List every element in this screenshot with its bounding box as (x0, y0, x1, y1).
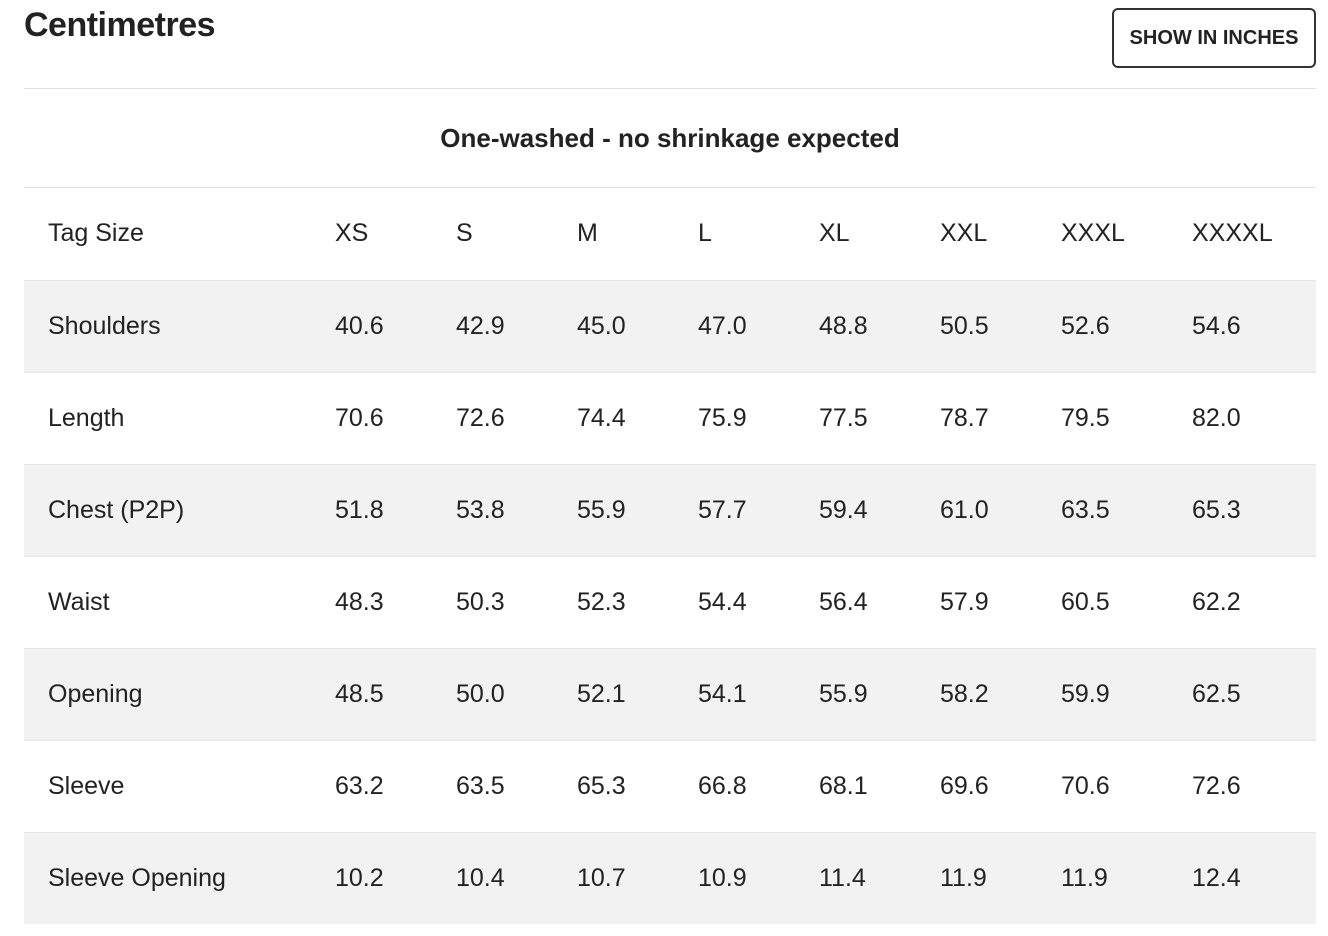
size-chart: One-washed - no shrinkage expected Tag S… (24, 88, 1316, 924)
table-row-waist: Waist 48.3 50.3 52.3 54.4 56.4 57.9 60.5 62.2 (24, 556, 1316, 648)
cell-shoulders-m: 45.0 (577, 311, 626, 340)
cell-opening-xs: 48.5 (335, 679, 384, 708)
cell-sleeve-xs: 63.2 (335, 771, 384, 800)
header-size-xxl: XXL (940, 219, 988, 248)
cell-chest-p2p-m: 55.9 (577, 495, 626, 524)
header-size-s: S (456, 219, 473, 248)
cell-opening-s: 50.0 (456, 679, 505, 708)
cell-sleeve-opening-xxxl: 11.9 (1061, 863, 1108, 892)
cell-chest-p2p-xs: 51.8 (335, 495, 384, 524)
cell-shoulders-xxxxl: 54.6 (1192, 311, 1241, 340)
cell-chest-p2p-s: 53.8 (456, 495, 505, 524)
cell-shoulders-xs: 40.6 (335, 311, 384, 340)
row-label: Length (48, 403, 125, 432)
cell-opening-xxxl: 59.9 (1061, 679, 1110, 708)
cell-waist-xxxxl: 62.2 (1192, 587, 1241, 616)
table-row-length: Length 70.6 72.6 74.4 75.9 77.5 78.7 79.5 82.0 (24, 372, 1316, 464)
cell-length-l: 75.9 (698, 403, 747, 432)
cell-length-m: 74.4 (577, 403, 626, 432)
cell-sleeve-opening-l: 10.9 (698, 863, 747, 892)
table-row-opening: Opening 48.5 50.0 52.1 54.1 55.9 58.2 59.9 62.5 (24, 648, 1316, 740)
cell-shoulders-s: 42.9 (456, 311, 505, 340)
cell-sleeve-opening-xl: 11.4 (819, 863, 866, 892)
cell-waist-xl: 56.4 (819, 587, 868, 616)
cell-opening-l: 54.1 (698, 679, 747, 708)
cell-sleeve-m: 65.3 (577, 771, 626, 800)
row-label: Chest (P2P) (48, 495, 185, 524)
cell-opening-xxxxl: 62.5 (1192, 679, 1241, 708)
cell-sleeve-s: 63.5 (456, 771, 505, 800)
page-title: Centimetres (24, 6, 216, 44)
row-label: Shoulders (48, 311, 161, 340)
header-size-xl: XL (819, 219, 850, 248)
table-row-sleeve-opening: Sleeve Opening 10.2 10.4 10.7 10.9 11.4 11.9 11… (24, 832, 1316, 924)
table-row-chest-p2p: Chest (P2P) 51.8 53.8 55.9 57.7 59.4 61.0 63.5 6… (24, 464, 1316, 556)
cell-sleeve-opening-s: 10.4 (456, 863, 505, 892)
cell-length-xxxl: 79.5 (1061, 403, 1110, 432)
cell-length-xs: 70.6 (335, 403, 384, 432)
cell-length-s: 72.6 (456, 403, 505, 432)
cell-opening-xxl: 58.2 (940, 679, 989, 708)
table-row-shoulders: Shoulders 40.6 42.9 45.0 47.0 48.8 50.5 52.6 54.… (24, 280, 1316, 372)
row-label: Sleeve Opening (48, 863, 226, 892)
cell-opening-xl: 55.9 (819, 679, 868, 708)
header-size-xs: XS (335, 219, 369, 248)
cell-sleeve-xl: 68.1 (819, 771, 868, 800)
cell-waist-xs: 48.3 (335, 587, 384, 616)
cell-opening-m: 52.1 (577, 679, 626, 708)
row-label: Waist (48, 587, 110, 616)
show-in-inches-button[interactable]: SHOW IN INCHES (1112, 8, 1316, 68)
cell-sleeve-opening-xs: 10.2 (335, 863, 384, 892)
header-size-xxxxl: XXXXL (1192, 219, 1273, 248)
cell-waist-s: 50.3 (456, 587, 505, 616)
table-caption: One-washed - no shrinkage expected (24, 88, 1316, 188)
size-table: Tag Size XS S M L XL XXL XXXL XXXXL Shou… (24, 188, 1316, 924)
header-size-xxxl: XXXL (1061, 219, 1125, 248)
cell-waist-xxl: 57.9 (940, 587, 989, 616)
cell-chest-p2p-xxxl: 63.5 (1061, 495, 1110, 524)
cell-sleeve-xxxxl: 72.6 (1192, 771, 1241, 800)
cell-waist-l: 54.4 (698, 587, 747, 616)
cell-chest-p2p-xxl: 61.0 (940, 495, 989, 524)
header-row: Tag Size XS S M L XL XXL XXXL XXXXL (24, 188, 1316, 280)
cell-chest-p2p-xxxxl: 65.3 (1192, 495, 1241, 524)
table-row-sleeve: Sleeve 63.2 63.5 65.3 66.8 68.1 69.6 70.6 72.6 (24, 740, 1316, 832)
cell-chest-p2p-xl: 59.4 (819, 495, 868, 524)
row-label: Sleeve (48, 771, 125, 800)
cell-length-xl: 77.5 (819, 403, 868, 432)
cell-shoulders-l: 47.0 (698, 311, 747, 340)
row-label: Opening (48, 679, 143, 708)
cell-sleeve-opening-m: 10.7 (577, 863, 626, 892)
cell-shoulders-xxxl: 52.6 (1061, 311, 1110, 340)
cell-chest-p2p-l: 57.7 (698, 495, 747, 524)
cell-sleeve-opening-xxl: 11.9 (940, 863, 987, 892)
cell-sleeve-xxxl: 70.6 (1061, 771, 1110, 800)
cell-sleeve-xxl: 69.6 (940, 771, 989, 800)
header-tag-size: Tag Size (48, 219, 144, 248)
header-size-l: L (698, 219, 712, 248)
cell-sleeve-l: 66.8 (698, 771, 747, 800)
cell-length-xxl: 78.7 (940, 403, 989, 432)
cell-shoulders-xxl: 50.5 (940, 311, 989, 340)
header-size-m: M (577, 219, 598, 248)
cell-waist-m: 52.3 (577, 587, 626, 616)
cell-waist-xxxl: 60.5 (1061, 587, 1110, 616)
cell-length-xxxxl: 82.0 (1192, 403, 1241, 432)
cell-sleeve-opening-xxxxl: 12.4 (1192, 863, 1241, 892)
cell-shoulders-xl: 48.8 (819, 311, 868, 340)
